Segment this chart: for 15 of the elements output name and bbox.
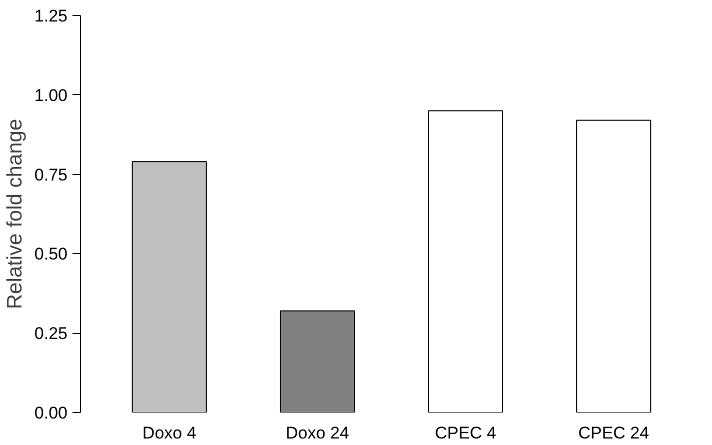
bar — [132, 161, 207, 412]
x-tick-label: CPEC 24 — [578, 424, 650, 442]
bar — [576, 120, 652, 412]
x-tick-label: Doxo 24 — [286, 424, 350, 442]
y-tick-label: 0.00 — [34, 404, 68, 422]
x-tick-label: Doxo 4 — [142, 424, 196, 442]
x-tick-label: CPEC 4 — [434, 424, 496, 442]
y-tick-label: 1.00 — [34, 86, 68, 105]
y-tick-label: 0.25 — [34, 324, 68, 344]
y-tick-label: 1.25 — [34, 6, 68, 26]
y-axis-title: Relative fold change — [3, 118, 26, 310]
bar — [280, 310, 355, 412]
bar — [428, 110, 504, 412]
y-tick-label: 0.75 — [34, 165, 68, 184]
y-tick-label: 0.50 — [34, 244, 68, 264]
